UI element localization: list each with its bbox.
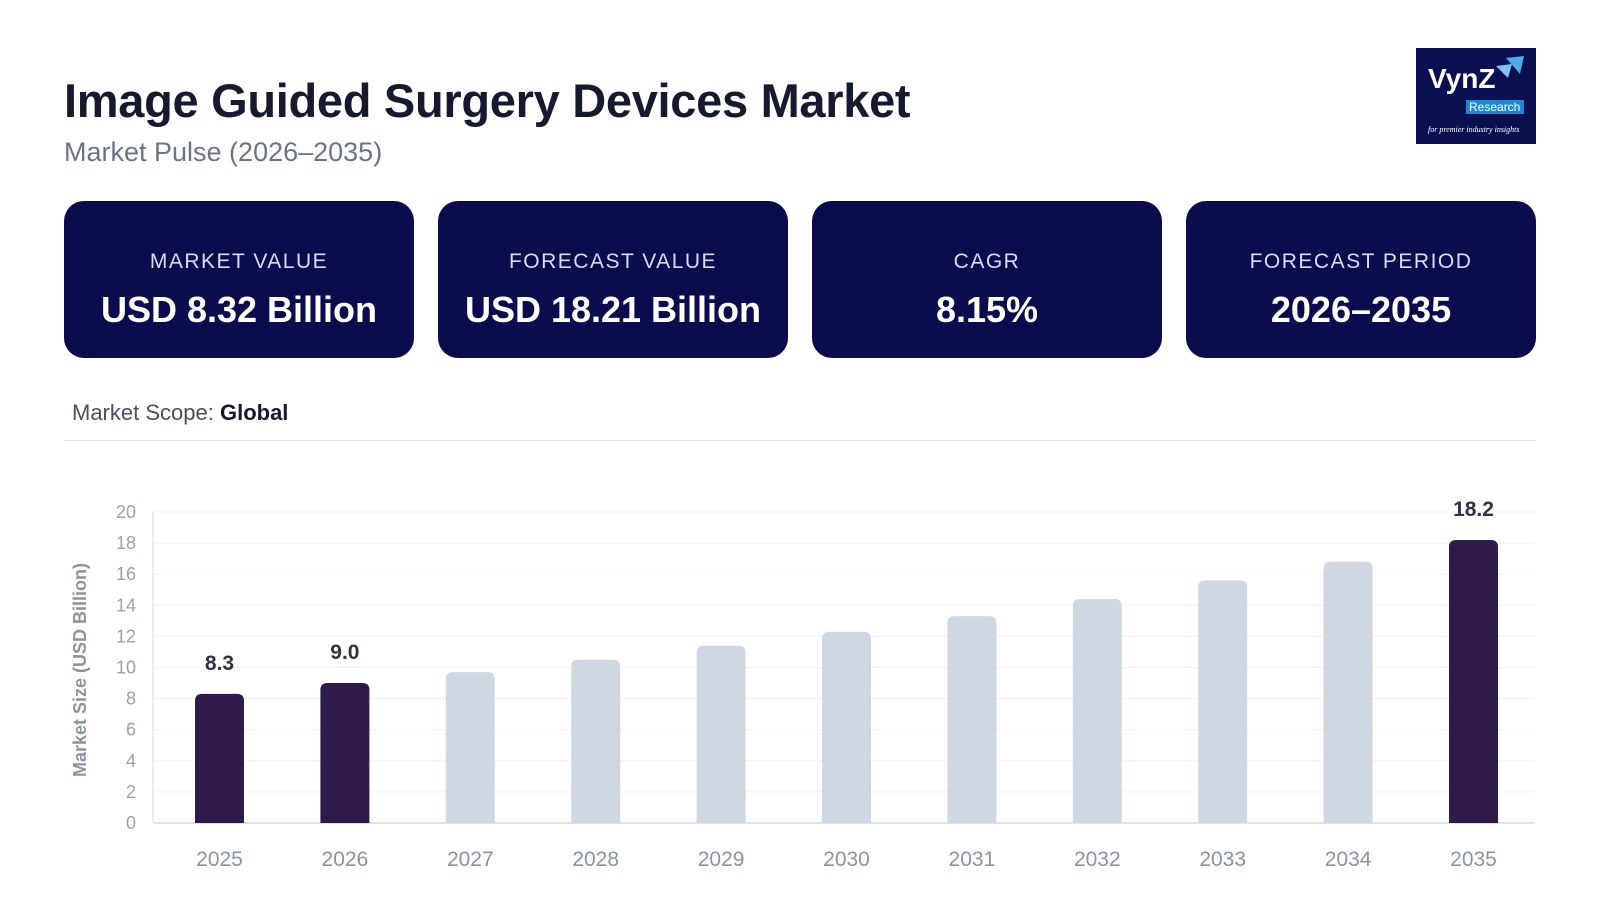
bar-2025: [195, 693, 244, 823]
y-tick-label: 2: [126, 782, 136, 802]
bar-2029: [696, 645, 746, 823]
card-label: FORECAST PERIOD: [1249, 250, 1473, 273]
y-tick-label: 14: [116, 595, 136, 615]
forecast-value-card: FORECAST VALUE USD 18.21 Billion: [438, 201, 788, 358]
data-label: 9.0: [330, 641, 359, 664]
y-axis-label: Market Size (USD Billion): [70, 563, 90, 777]
cagr-card: CAGR 8.15%: [812, 201, 1162, 358]
card-value: 8.15%: [935, 289, 1039, 330]
card-label: FORECAST VALUE: [508, 250, 718, 273]
svg-text:for premier industry insights: for premier industry insights: [1428, 125, 1519, 134]
bar-2032: [1072, 599, 1122, 823]
scope-label: Market Scope:: [72, 400, 214, 425]
card-label: MARKET VALUE: [149, 250, 329, 273]
bar-2028: [571, 659, 621, 823]
vynz-research-logo: VynZ Research for premier industry insig…: [1416, 48, 1536, 144]
card-value: USD 18.21 Billion: [464, 289, 762, 330]
x-tick-label: 2025: [196, 848, 243, 871]
svg-text:VynZ: VynZ: [1428, 63, 1495, 94]
x-tick-label: 2027: [447, 848, 494, 871]
bar-2030: [822, 631, 871, 823]
x-tick-label: 2030: [823, 848, 870, 871]
data-label: 8.3: [205, 652, 234, 675]
card-value: USD 8.32 Billion: [100, 289, 378, 330]
card-value: 2026–2035: [1270, 289, 1452, 330]
bar-2026: [320, 683, 370, 823]
page-title: Image Guided Surgery Devices Market: [64, 74, 911, 127]
x-tick-label: 2029: [698, 848, 745, 871]
market-scope: Market Scope: Global: [72, 400, 288, 426]
data-label: 18.2: [1453, 498, 1494, 521]
x-tick-label: 2032: [1074, 848, 1121, 871]
x-axis-ticks: 2025 2026 2027 2028 2029 2030 2031 2032 2033 2034…: [196, 848, 1497, 871]
y-axis-ticks: 0 2 4 6 8 10 12 14 16 18 20: [116, 502, 136, 833]
bar-2027: [445, 672, 495, 823]
x-tick-label: 2026: [322, 848, 369, 871]
y-tick-label: 4: [126, 751, 136, 771]
x-tick-label: 2033: [1199, 848, 1246, 871]
x-tick-label: 2028: [572, 848, 619, 871]
y-tick-label: 16: [116, 564, 136, 584]
x-tick-label: 2035: [1450, 848, 1497, 871]
page-subtitle: Market Pulse (2026–2035): [64, 137, 383, 167]
bars: [195, 539, 1498, 823]
y-tick-label: 12: [116, 626, 136, 646]
svg-text:Research: Research: [1469, 100, 1520, 114]
scope-value: Global: [219, 400, 289, 425]
y-tick-label: 6: [126, 720, 136, 740]
x-tick-label: 2031: [949, 848, 996, 871]
x-tick-label: 2034: [1325, 848, 1372, 871]
card-label: CAGR: [953, 250, 1021, 273]
divider: [64, 440, 1536, 441]
market-value-card: MARKET VALUE USD 8.32 Billion: [64, 201, 414, 358]
bar-2031: [947, 616, 997, 823]
y-tick-label: 8: [126, 689, 136, 709]
y-tick-label: 20: [116, 502, 136, 522]
bar-2035: [1449, 539, 1498, 823]
bar-2033: [1198, 580, 1248, 823]
y-tick-label: 10: [116, 658, 136, 678]
y-tick-label: 18: [116, 533, 136, 553]
y-tick-label: 0: [126, 813, 136, 833]
data-labels: 8.3 9.0 18.2: [205, 498, 1494, 675]
forecast-period-card: FORECAST PERIOD 2026–2035: [1186, 201, 1536, 358]
bar-2034: [1323, 561, 1373, 823]
